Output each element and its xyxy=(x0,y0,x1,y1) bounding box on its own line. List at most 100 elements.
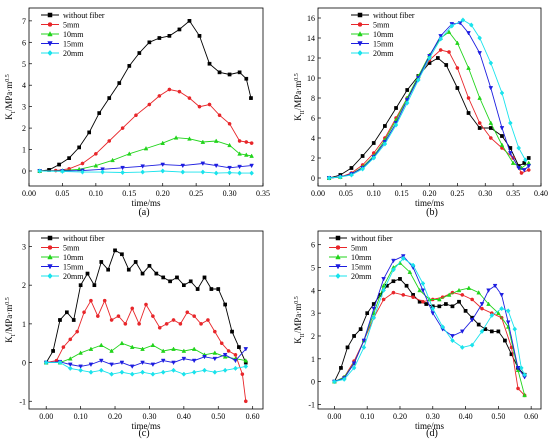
data-point xyxy=(244,140,249,144)
data-point xyxy=(110,157,115,163)
data-point xyxy=(157,325,162,330)
series-without-fiber xyxy=(37,19,253,173)
x-tick-label: 0.25 xyxy=(450,189,464,198)
data-point xyxy=(358,327,363,331)
series-line xyxy=(329,49,529,179)
y-axis-label-ylabel-sup: 0.5 xyxy=(294,73,300,81)
data-point xyxy=(171,318,176,322)
data-point xyxy=(404,283,409,288)
data-point xyxy=(120,169,125,176)
data-point xyxy=(78,350,83,355)
series-20mm xyxy=(37,168,254,176)
legend-label: 5mm xyxy=(63,244,80,253)
legend-label: 15mm xyxy=(63,40,84,49)
data-point xyxy=(61,345,66,349)
data-point xyxy=(134,113,138,118)
x-tick-label: 0.30 xyxy=(142,412,156,421)
data-point xyxy=(171,346,176,351)
data-point xyxy=(508,151,513,156)
series-line xyxy=(46,348,247,367)
data-point xyxy=(143,145,149,151)
y-tick-label: 2 xyxy=(311,332,315,341)
data-point xyxy=(509,352,514,357)
data-point xyxy=(161,275,166,280)
series-15mm xyxy=(43,347,249,369)
data-point xyxy=(109,371,114,377)
data-point xyxy=(133,260,138,264)
data-point xyxy=(99,260,104,264)
data-point xyxy=(78,364,83,369)
data-point xyxy=(381,283,386,288)
x-tick-label: 0.10 xyxy=(367,189,381,198)
legend-label: 10mm xyxy=(63,253,84,262)
data-point xyxy=(477,35,483,41)
data-point xyxy=(361,344,367,350)
data-point xyxy=(106,267,110,272)
data-point xyxy=(60,168,65,174)
data-point xyxy=(157,94,162,98)
data-point xyxy=(444,302,448,306)
legend-label: 20mm xyxy=(63,49,84,58)
data-point xyxy=(460,293,465,297)
data-point xyxy=(213,163,219,169)
y-axis-label-ylabel-unit: /MPa·m xyxy=(293,81,303,111)
y-tick-label: 0 xyxy=(311,174,315,183)
legend-label: 10mm xyxy=(63,30,84,39)
y-axis-label: KI/MPa·m0.5 xyxy=(4,74,17,120)
series-10mm xyxy=(326,29,532,180)
data-point xyxy=(113,248,117,253)
x-tick-label: 0.35 xyxy=(506,189,520,198)
data-point xyxy=(213,138,219,143)
data-point xyxy=(488,126,493,130)
data-point xyxy=(98,367,104,373)
x-tick-label: 0.30 xyxy=(478,189,492,198)
legend-marker xyxy=(47,235,53,241)
data-point xyxy=(480,306,484,311)
y-tick-label: 0 xyxy=(311,378,315,387)
data-point xyxy=(140,369,145,375)
data-point xyxy=(249,170,254,176)
panel-a-plot-frame xyxy=(28,7,264,187)
data-point xyxy=(37,168,43,174)
data-point xyxy=(488,86,494,91)
data-point xyxy=(68,337,73,342)
data-point xyxy=(393,122,399,128)
data-point xyxy=(150,371,156,377)
y-axis-label-ylabel-unit: /MPa·m xyxy=(293,304,303,334)
data-point xyxy=(95,314,100,318)
y-tick-label: 1 xyxy=(22,320,26,329)
data-point xyxy=(337,174,343,180)
data-point xyxy=(391,290,396,295)
data-point xyxy=(147,40,152,45)
series-5mm xyxy=(44,298,248,404)
data-point xyxy=(468,22,474,28)
data-point xyxy=(217,113,222,118)
data-point xyxy=(244,76,249,81)
data-point xyxy=(243,399,248,404)
data-point xyxy=(197,34,202,38)
data-point xyxy=(249,163,254,169)
data-point xyxy=(466,96,471,100)
data-point xyxy=(157,36,162,40)
data-point xyxy=(516,166,522,171)
y-tick-label: 7 xyxy=(22,17,26,26)
data-point xyxy=(200,161,206,167)
y-axis-label: KI/MPa·m0.5 xyxy=(4,297,17,343)
data-point xyxy=(80,161,85,166)
data-point xyxy=(192,314,197,318)
panel-label: (b) xyxy=(426,207,438,218)
series-line xyxy=(334,292,525,396)
data-point xyxy=(407,269,413,274)
panel-d-plot-frame xyxy=(317,230,542,410)
data-point xyxy=(177,27,182,32)
data-point xyxy=(227,170,232,176)
legend-label: without fiber xyxy=(63,234,105,243)
data-point xyxy=(401,293,406,297)
data-point xyxy=(57,359,63,366)
data-point xyxy=(237,70,242,75)
data-point xyxy=(80,169,85,175)
data-point xyxy=(109,318,114,322)
legend-marker xyxy=(47,273,53,279)
x-tick-label: 0.20 xyxy=(156,189,170,198)
data-point xyxy=(450,337,455,344)
